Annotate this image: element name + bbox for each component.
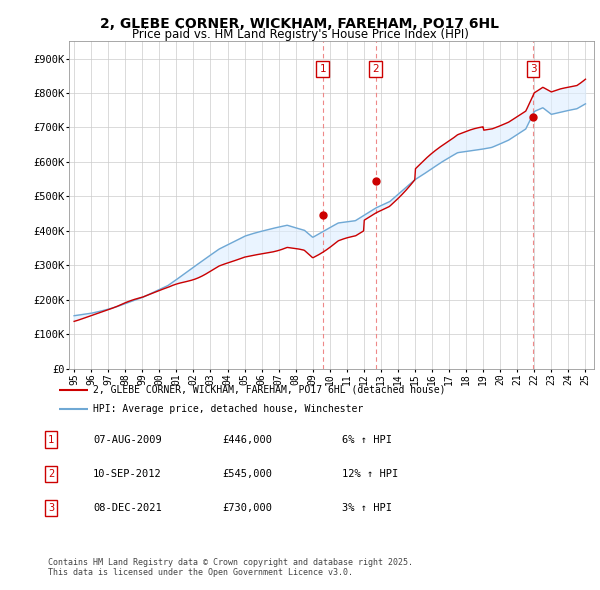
Text: 2: 2: [48, 469, 54, 478]
Text: £730,000: £730,000: [222, 503, 272, 513]
Text: 07-AUG-2009: 07-AUG-2009: [93, 435, 162, 444]
Text: 08-DEC-2021: 08-DEC-2021: [93, 503, 162, 513]
Text: £545,000: £545,000: [222, 469, 272, 478]
Text: Price paid vs. HM Land Registry's House Price Index (HPI): Price paid vs. HM Land Registry's House …: [131, 28, 469, 41]
Text: 2: 2: [373, 64, 379, 74]
Text: 10-SEP-2012: 10-SEP-2012: [93, 469, 162, 478]
Text: 1: 1: [319, 64, 326, 74]
Text: 1: 1: [48, 435, 54, 444]
Text: Contains HM Land Registry data © Crown copyright and database right 2025.
This d: Contains HM Land Registry data © Crown c…: [48, 558, 413, 577]
Text: 2, GLEBE CORNER, WICKHAM, FAREHAM, PO17 6HL: 2, GLEBE CORNER, WICKHAM, FAREHAM, PO17 …: [101, 17, 499, 31]
Text: 3: 3: [48, 503, 54, 513]
Text: 2, GLEBE CORNER, WICKHAM, FAREHAM, PO17 6HL (detached house): 2, GLEBE CORNER, WICKHAM, FAREHAM, PO17 …: [93, 385, 445, 395]
Text: 3: 3: [530, 64, 536, 74]
Text: 12% ↑ HPI: 12% ↑ HPI: [342, 469, 398, 478]
Text: 3% ↑ HPI: 3% ↑ HPI: [342, 503, 392, 513]
Text: 6% ↑ HPI: 6% ↑ HPI: [342, 435, 392, 444]
Text: £446,000: £446,000: [222, 435, 272, 444]
Text: HPI: Average price, detached house, Winchester: HPI: Average price, detached house, Winc…: [93, 405, 363, 414]
